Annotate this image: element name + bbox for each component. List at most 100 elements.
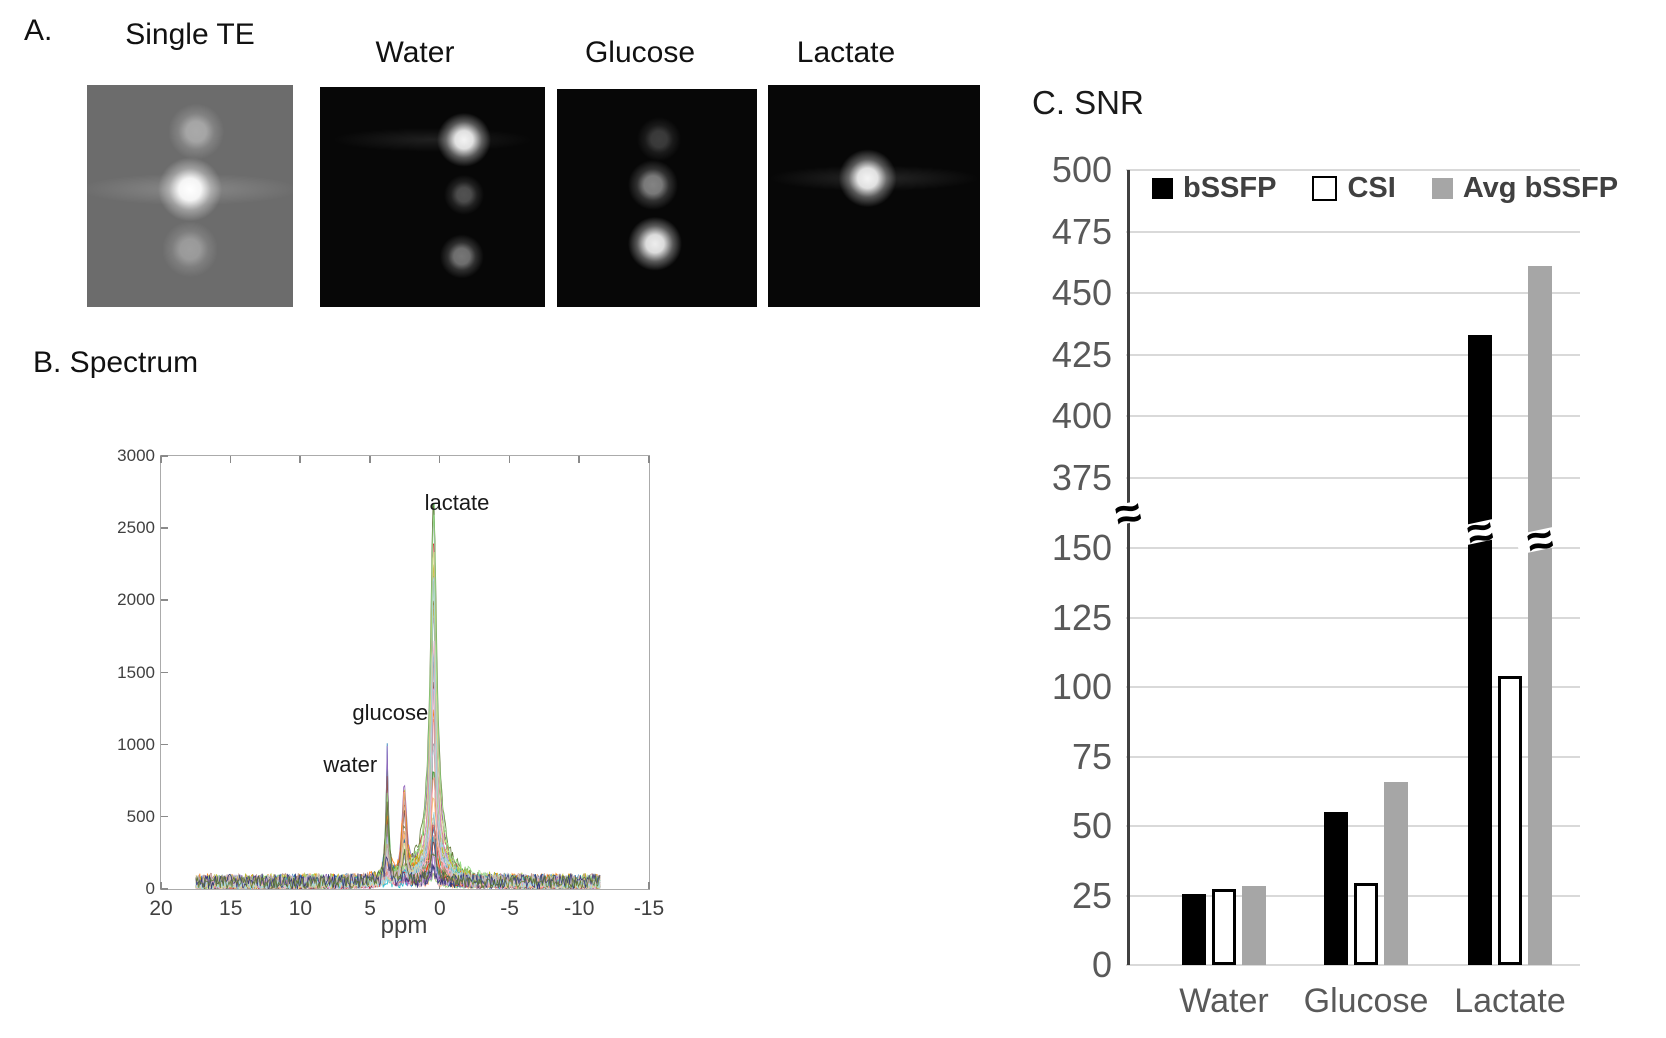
legend-swatch-bssfp (1152, 178, 1173, 199)
spectrum-trace (195, 566, 601, 889)
spectrum-trace (195, 640, 601, 889)
grid-line (1126, 964, 1580, 966)
spectrum-xtick-mark (299, 456, 301, 463)
axis-break-axis: ≈ (1102, 485, 1154, 541)
legend-label: CSI (1347, 172, 1396, 204)
spectrum-xtick: 5 (364, 897, 376, 920)
y-tick-label: 475 (1051, 210, 1112, 252)
bar-csi-lactate (1498, 675, 1522, 965)
axis-break-bar: ≈ (1514, 512, 1566, 568)
spectrum-trace (195, 661, 601, 889)
category-label-lactate: Lactate (1454, 982, 1566, 1020)
y-tick-label: 125 (1051, 596, 1112, 638)
snr-bar-chart: 0 25 50 75 100 125 150 375 400 425 450 475 500 Water G… (1040, 149, 1640, 1036)
grid-line (1126, 755, 1580, 758)
spectrum-ytick: 0 (145, 879, 155, 898)
bar-bssfp-water (1182, 894, 1206, 965)
grid-line (1126, 686, 1580, 688)
y-axis-line (1127, 170, 1130, 965)
category-label-water: Water (1179, 982, 1269, 1020)
spectrum-traces (195, 503, 601, 889)
legend-swatch-avg-bssfp (1431, 178, 1453, 199)
mri-image-single-te (87, 85, 293, 307)
spectrum-ytick: 3000 (117, 446, 155, 465)
grid-line (1126, 825, 1580, 827)
spectrum-xtick: -5 (500, 897, 519, 920)
spectrum-ytick: 2000 (117, 590, 155, 610)
y-tick-label: 450 (1051, 272, 1112, 314)
mri-title-single-te: Single TE (125, 18, 255, 51)
spectrum-trace (195, 576, 601, 889)
legend-label: Avg bSSFP (1462, 172, 1619, 204)
y-tick-label: 425 (1051, 333, 1112, 375)
spectrum-ytick-mark (161, 671, 168, 673)
spectrum-xtick: -15 (633, 897, 665, 920)
spectrum-ytick: 2500 (117, 518, 155, 538)
spectrum-trace (195, 855, 601, 889)
spectrum-xtick-mark (160, 882, 162, 889)
mri-image-water (320, 87, 545, 307)
axis-break-bar: ≈ (1454, 504, 1506, 560)
axis-break-icon: ≈ (1522, 511, 1558, 569)
grid-line (1126, 292, 1580, 295)
peak-label-water: water (323, 752, 378, 777)
chart-legend: bSSFP CSI Avg bSSFP (1152, 172, 1618, 205)
spectrum-xtick-mark (438, 456, 441, 463)
legend-item-bssfp: bSSFP (1152, 172, 1276, 205)
panel-a-label: A. (24, 14, 53, 47)
grid-line (1126, 477, 1580, 479)
mri-title-water: Water (375, 36, 455, 69)
bar-avg-bssfp-water (1242, 885, 1266, 965)
mri-image-lactate (768, 85, 980, 307)
spectrum-xtick: 10 (288, 897, 313, 920)
spectrum-plot: 0 500 1000 1500 2000 2500 3000 20 15 10 5 0 -5 -10 -15… (117, 446, 664, 920)
grid-line (1126, 415, 1580, 418)
y-tick-label: 50 (1071, 805, 1112, 846)
grid-line (1126, 547, 1580, 549)
spectrum-ytick-mark (161, 888, 168, 890)
grid-line (1126, 616, 1580, 619)
legend-item-csi: CSI (1312, 172, 1396, 205)
spectrum-xtick: -10 (564, 897, 595, 920)
spectrum-ytick: 1500 (117, 662, 155, 682)
spectrum-trace (195, 649, 601, 889)
grid-line (1126, 169, 1580, 171)
panel-c-label: C. SNR (1032, 84, 1144, 121)
spectrum-xtick-mark (648, 456, 650, 463)
bar-csi-water (1212, 888, 1236, 965)
y-tick-label: 100 (1051, 666, 1112, 707)
spectrum-xtick-mark (369, 456, 371, 463)
bar-avg-bssfp-lactate (1528, 266, 1552, 965)
spectrum-ytick: 500 (126, 806, 155, 826)
spectrum-ytick-mark (161, 527, 168, 529)
bar-bssfp-glucose (1324, 812, 1348, 965)
y-tick-label: 150 (1051, 527, 1112, 568)
spectrum-trace (195, 608, 601, 889)
legend-item-avg-bssfp: Avg bSSFP (1431, 172, 1619, 205)
spectrum-xtick-mark (229, 456, 232, 463)
spectrum-xtick-mark (160, 456, 162, 463)
y-tick-label: 400 (1051, 395, 1112, 437)
spectrum-xtick-mark (648, 882, 650, 889)
legend-label: bSSFP (1183, 172, 1277, 204)
axis-break-icon: ≈ (1462, 503, 1498, 561)
peak-label-glucose: glucose (352, 700, 429, 725)
spectrum-trace (195, 577, 601, 889)
grid-line (1126, 353, 1580, 356)
y-tick-label: 0 (1091, 944, 1112, 985)
y-tick-label: 25 (1071, 874, 1112, 916)
axis-break-icon: ≈ (1110, 484, 1146, 542)
spectrum-xtick-mark (578, 456, 580, 463)
grid-line (1126, 230, 1580, 233)
spectrum-ytick-mark (161, 815, 168, 818)
bar-csi-glucose (1354, 882, 1378, 965)
bar-bssfp-lactate (1468, 335, 1492, 965)
spectrum-ytick-mark (161, 599, 168, 601)
spectrum-xtick: 0 (434, 897, 446, 920)
spectrum-ytick-mark (161, 743, 168, 746)
mri-title-glucose: Glucose (584, 36, 696, 69)
peak-label-lactate: lactate (424, 490, 490, 515)
panel-b-label: B. Spectrum (33, 346, 199, 379)
y-tick-label: 75 (1071, 735, 1112, 777)
spectrum-trace (195, 801, 601, 889)
